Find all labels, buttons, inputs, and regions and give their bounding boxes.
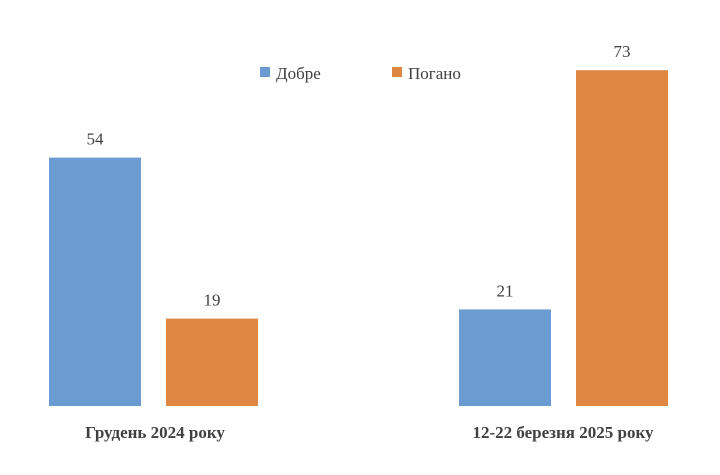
bars-group bbox=[49, 70, 668, 406]
data-label-dobre-dec-2024: 54 bbox=[87, 130, 105, 149]
category-labels-group: Грудень 2024 року 12-22 березня 2025 рок… bbox=[85, 423, 654, 442]
legend: Добре Погано bbox=[260, 64, 461, 83]
legend-label-dobre: Добре bbox=[276, 64, 321, 83]
legend-label-pogano: Погано bbox=[408, 64, 461, 83]
data-label-pogano-mar-2025: 73 bbox=[614, 42, 631, 61]
category-label-mar-2025: 12-22 березня 2025 року bbox=[472, 423, 654, 442]
data-label-pogano-dec-2024: 19 bbox=[204, 291, 221, 310]
bar-dobre-mar-2025 bbox=[459, 309, 551, 406]
legend-swatch-pogano bbox=[392, 67, 402, 77]
bar-dobre-dec-2024 bbox=[49, 157, 141, 406]
data-label-dobre-mar-2025: 21 bbox=[497, 281, 514, 300]
data-labels-group: 54 19 21 73 bbox=[87, 42, 631, 309]
legend-swatch-dobre bbox=[260, 67, 270, 77]
bar-pogano-mar-2025 bbox=[576, 70, 668, 406]
bar-pogano-dec-2024 bbox=[166, 318, 258, 406]
category-label-dec-2024: Грудень 2024 року bbox=[85, 423, 225, 442]
